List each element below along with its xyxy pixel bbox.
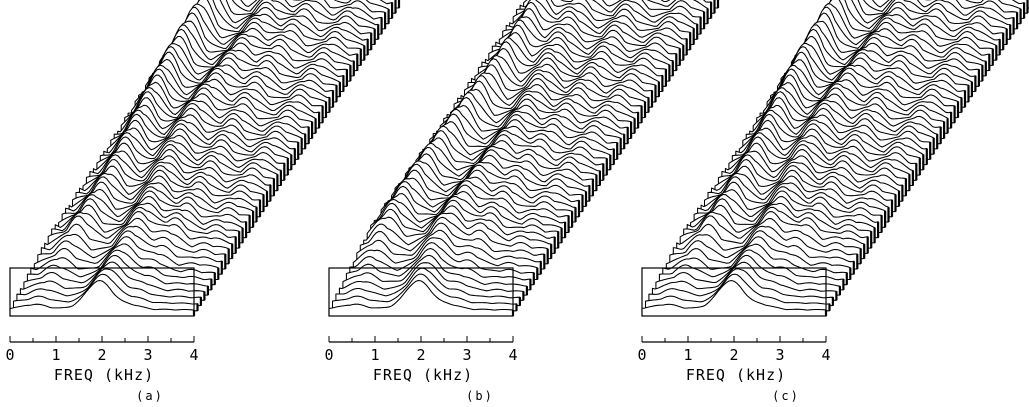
panel-label: (a) xyxy=(136,389,164,403)
x-axis-label: FREQ (kHz) xyxy=(54,366,154,384)
spectral-frame xyxy=(328,279,514,317)
x-tick-label: 0 xyxy=(324,346,333,364)
x-tick-label: 1 xyxy=(51,346,60,364)
panel-2: 0 1 2 3 4 FREQ (kHz) (b) xyxy=(324,0,720,403)
frequency-axis: 0 1 2 3 4 FREQ (kHz) xyxy=(324,336,518,384)
spectral-frame xyxy=(641,279,827,317)
frequency-axis: 0 1 2 3 4 FREQ (kHz) xyxy=(637,336,831,384)
spectral-frame xyxy=(9,279,195,317)
front-frame xyxy=(641,267,827,317)
panel-3: 0 1 2 3 4 FREQ (kHz) (c) xyxy=(637,0,1029,403)
x-tick-label: 2 xyxy=(729,346,738,364)
x-tick-label: 2 xyxy=(97,346,106,364)
x-tick-label: 3 xyxy=(462,346,471,364)
x-tick-label: 4 xyxy=(189,346,198,364)
x-tick-label: 0 xyxy=(5,346,14,364)
x-tick-label: 4 xyxy=(821,346,830,364)
x-tick-label: 3 xyxy=(775,346,784,364)
x-axis-label: FREQ (kHz) xyxy=(373,366,473,384)
x-tick-label: 1 xyxy=(370,346,379,364)
x-tick-label: 3 xyxy=(143,346,152,364)
x-axis-label: FREQ (kHz) xyxy=(686,366,786,384)
panel-label: (b) xyxy=(466,389,494,403)
frequency-axis: 0 1 2 3 4 FREQ (kHz) xyxy=(5,336,199,384)
front-frame xyxy=(328,267,514,317)
panel-1: 0 1 2 3 4 FREQ (kHz) (a) xyxy=(5,0,401,403)
x-tick-label: 2 xyxy=(416,346,425,364)
front-frame xyxy=(9,267,195,317)
x-tick-label: 1 xyxy=(683,346,692,364)
x-tick-label: 0 xyxy=(637,346,646,364)
panel-label: (c) xyxy=(772,389,800,403)
x-tick-label: 4 xyxy=(508,346,517,364)
